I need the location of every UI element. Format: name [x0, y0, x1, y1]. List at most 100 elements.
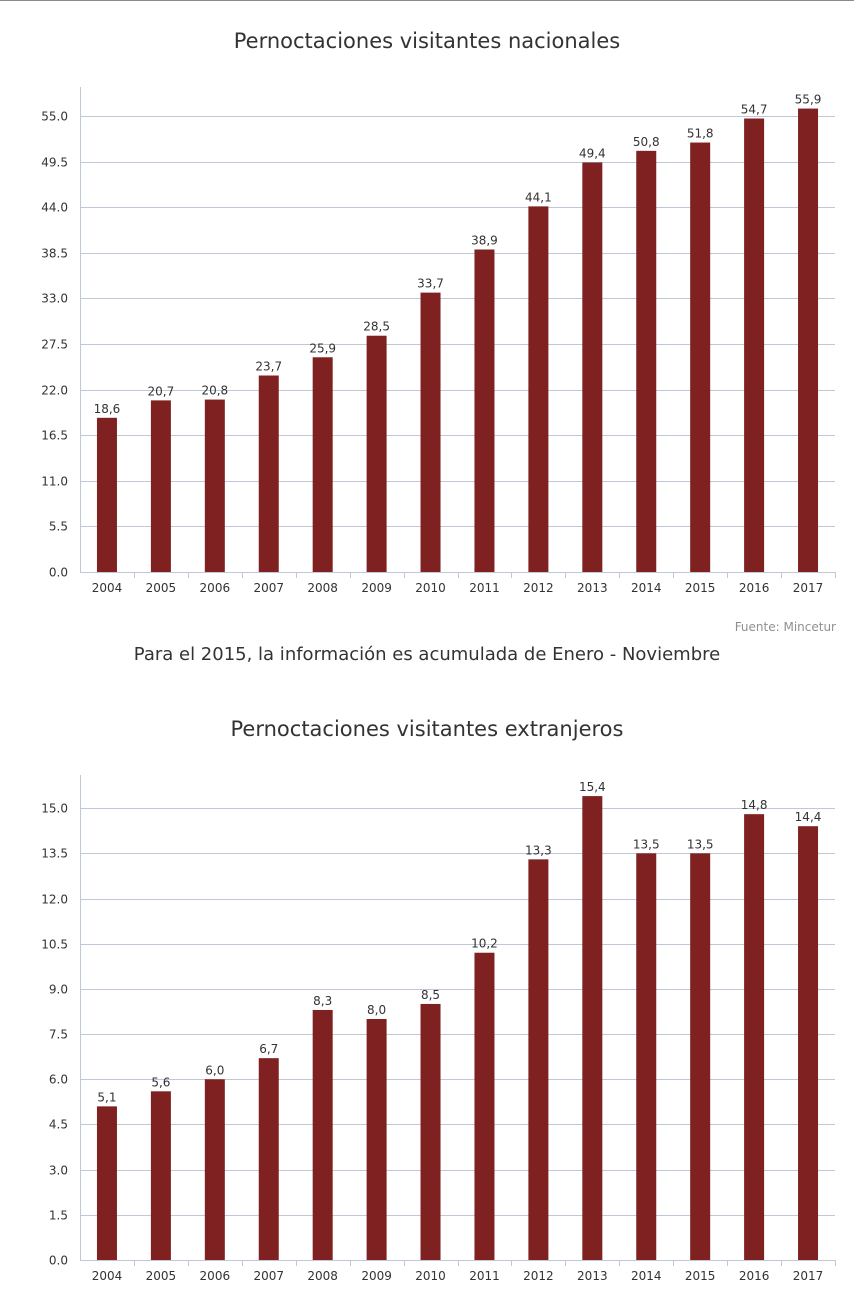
y-tick-label: 16.5 — [41, 429, 68, 443]
data-label: 18,6 — [94, 402, 121, 416]
y-tick-label: 11.0 — [41, 475, 68, 489]
data-label: 20,8 — [201, 384, 228, 398]
x-tick-label: 2015 — [685, 581, 716, 595]
y-tick-label: 4.5 — [49, 1118, 68, 1132]
data-label: 5,1 — [97, 1090, 116, 1104]
y-tick-label: 6.0 — [49, 1073, 68, 1087]
x-tick-label: 2012 — [523, 581, 554, 595]
chart-title: Pernoctaciones visitantes extranjeros — [230, 717, 624, 741]
x-tick-label: 2017 — [793, 581, 824, 595]
data-label: 33,7 — [417, 277, 444, 291]
y-tick-label: 38.5 — [41, 247, 68, 261]
y-tick-label: 0.0 — [49, 566, 68, 580]
data-label: 14,8 — [741, 798, 768, 812]
x-tick-label: 2013 — [577, 1269, 608, 1283]
x-tick-label: 2014 — [631, 581, 662, 595]
bar — [636, 150, 657, 573]
x-tick-label: 2016 — [739, 1269, 770, 1283]
y-tick-label: 15.0 — [41, 802, 68, 816]
bar — [744, 118, 765, 572]
x-tick-label: 2004 — [92, 581, 123, 595]
data-label: 13,3 — [525, 843, 552, 857]
y-tick-label: 1.5 — [49, 1209, 68, 1223]
y-tick-label: 44.0 — [41, 201, 68, 215]
bar — [96, 1106, 117, 1260]
bar — [474, 952, 495, 1260]
y-tick-label: 22.0 — [41, 384, 68, 398]
data-label: 8,3 — [313, 994, 332, 1008]
data-label: 15,4 — [579, 780, 606, 794]
data-label: 8,5 — [421, 988, 440, 1002]
x-tick-label: 2011 — [469, 1269, 500, 1283]
bar — [690, 853, 711, 1260]
data-label: 54,7 — [741, 103, 768, 117]
x-tick-label: 2008 — [307, 1269, 338, 1283]
y-tick-label: 5.5 — [49, 520, 68, 534]
y-tick-label: 55.0 — [41, 110, 68, 124]
bar — [366, 335, 387, 572]
chart-extranjeros-plot: 0.0 1.5 3.0 4.5 6.0 7.5 9.0 10.5 12.0 13.5 15.0 5,1… — [41, 775, 836, 1283]
x-tick-label: 2007 — [253, 581, 284, 595]
x-tick-label: 2012 — [523, 1269, 554, 1283]
bar — [798, 108, 819, 573]
data-label: 5,6 — [151, 1075, 170, 1089]
bar — [690, 142, 711, 573]
data-label: 44,1 — [525, 190, 552, 204]
x-tick-label: 2009 — [361, 1269, 392, 1283]
x-tick-label: 2007 — [253, 1269, 284, 1283]
data-label: 6,7 — [259, 1042, 278, 1056]
data-label: 14,4 — [795, 810, 822, 824]
source-label: Fuente: Mincetur — [734, 620, 836, 634]
bar — [528, 206, 549, 572]
chart-title: Pernoctaciones visitantes nacionales — [233, 29, 621, 53]
bar — [150, 400, 171, 572]
data-label: 20,7 — [148, 384, 175, 398]
bar — [474, 249, 495, 572]
x-tick-label: 2005 — [146, 1269, 177, 1283]
data-label: 23,7 — [255, 360, 282, 374]
data-label: 28,5 — [363, 320, 390, 334]
x-tick-label: 2010 — [415, 581, 446, 595]
data-label: 51,8 — [687, 127, 714, 141]
bar — [582, 796, 603, 1260]
y-tick-label: 3.0 — [49, 1164, 68, 1178]
x-tick-label: 2014 — [631, 1269, 662, 1283]
bar — [798, 826, 819, 1260]
bar — [312, 1009, 333, 1260]
data-label: 13,5 — [633, 837, 660, 851]
chart-nacionales-plot: 0.0 5.5 11.0 16.5 22.0 27.5 33.0 38.5 44.0 49.5 55… — [41, 87, 836, 595]
x-tick-label: 2009 — [361, 581, 392, 595]
data-label: 55,9 — [795, 93, 822, 107]
bar — [528, 859, 549, 1260]
x-tick-label: 2008 — [307, 581, 338, 595]
y-tick-label: 49.5 — [41, 156, 68, 170]
x-tick-label: 2016 — [739, 581, 770, 595]
x-tick-label: 2010 — [415, 1269, 446, 1283]
data-label: 10,2 — [471, 937, 498, 951]
y-tick-label: 7.5 — [49, 1028, 68, 1042]
x-tick-label: 2017 — [793, 1269, 824, 1283]
data-label: 8,0 — [367, 1003, 386, 1017]
note-text: Para el 2015, la información es acumulad… — [133, 644, 721, 665]
chart-extranjeros: Pernoctaciones visitantes extranjeros 0.… — [0, 690, 854, 1310]
data-label: 13,5 — [687, 837, 714, 851]
bar — [204, 399, 225, 572]
bar — [582, 162, 603, 572]
x-tick-label: 2011 — [469, 581, 500, 595]
y-tick-label: 13.5 — [41, 847, 68, 861]
chart-nacionales: Pernoctaciones visitantes nacionales 0.0… — [0, 0, 854, 645]
bar — [258, 1058, 279, 1260]
bar — [636, 853, 657, 1260]
y-tick-label: 9.0 — [49, 983, 68, 997]
x-tick-label: 2006 — [200, 1269, 231, 1283]
data-label: 38,9 — [471, 233, 498, 247]
y-tick-label: 0.0 — [49, 1254, 68, 1268]
bar — [258, 375, 279, 572]
data-label: 25,9 — [309, 341, 336, 355]
y-tick-label: 12.0 — [41, 893, 68, 907]
y-tick-label: 10.5 — [41, 938, 68, 952]
bar — [204, 1079, 225, 1260]
bar — [96, 417, 117, 572]
bar — [150, 1091, 171, 1260]
top-divider — [0, 0, 854, 1]
